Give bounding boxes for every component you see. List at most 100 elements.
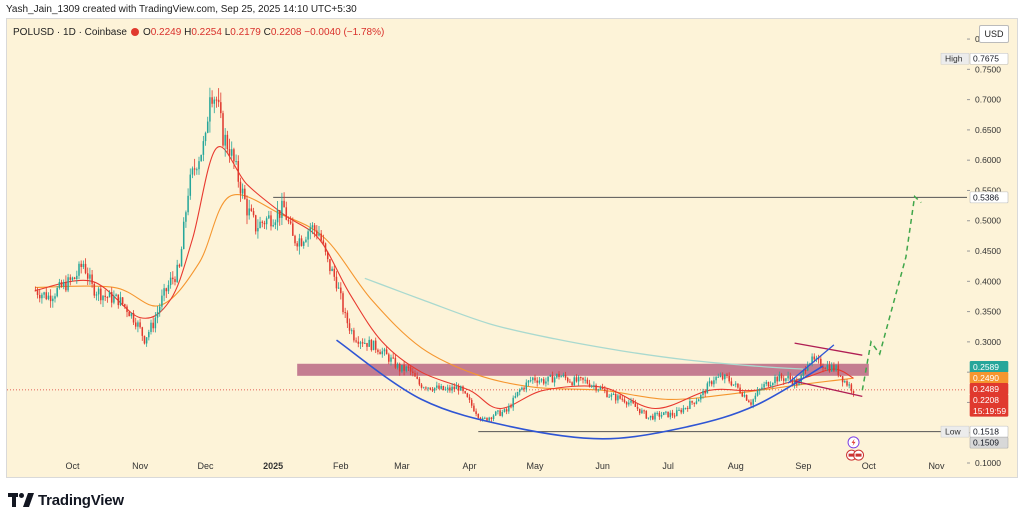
candle-body: [636, 406, 639, 409]
candle-body: [763, 384, 765, 388]
candle-body: [584, 379, 586, 381]
candle-body: [368, 339, 370, 347]
candle-body: [416, 376, 418, 379]
candle-body: [302, 242, 305, 246]
support-label: 0.1509: [973, 438, 999, 448]
candle-body: [95, 294, 98, 296]
candle-body: [686, 407, 689, 409]
currency-button[interactable]: USD: [979, 25, 1009, 43]
candle-body: [708, 381, 711, 384]
resistance-label-box: [969, 191, 1009, 204]
candle-body: [185, 212, 187, 222]
candle-body: [748, 400, 750, 403]
candle-body: [41, 294, 43, 299]
candle-body: [137, 322, 139, 327]
candle-body: [313, 225, 316, 231]
tradingview-logo-icon: [8, 493, 34, 507]
candle-body: [782, 378, 785, 381]
candle-body: [102, 295, 104, 301]
candle-body: [573, 377, 576, 386]
candle-body: [329, 259, 331, 272]
zone-top-label: 0.2589: [973, 362, 999, 372]
candle-body: [307, 231, 309, 240]
candle-body: [525, 382, 528, 390]
x-tick-label: 2025: [263, 461, 283, 471]
candle-body: [660, 415, 663, 417]
candle-body: [503, 409, 506, 413]
candle-body: [318, 233, 320, 236]
cup-curve: [336, 339, 824, 440]
candle-body: [558, 373, 560, 378]
candle-body: [381, 351, 384, 355]
candle-body: [348, 323, 351, 331]
candle-body: [383, 349, 386, 352]
y-tick-label: 0.3500: [975, 307, 1001, 317]
candle-body: [65, 281, 67, 291]
candle-body: [691, 401, 693, 403]
candle-body: [619, 395, 621, 399]
candle-body: [586, 379, 589, 384]
ema-fast-line: [35, 146, 854, 410]
candle-body: [610, 394, 613, 397]
candle-body: [340, 287, 342, 294]
candle-body: [353, 330, 355, 341]
tradingview-logo[interactable]: TradingView: [8, 489, 124, 511]
candle-body: [730, 381, 733, 386]
candle-body: [798, 381, 800, 386]
candle-body: [91, 274, 93, 284]
candle-body: [719, 375, 722, 377]
candle-body: [396, 364, 399, 368]
candle-body: [726, 374, 728, 376]
x-tick-label: Nov: [928, 461, 945, 471]
y-tick-label: 0.4000: [975, 276, 1001, 286]
x-tick-label: Apr: [463, 461, 477, 471]
candle-body: [265, 218, 268, 225]
candle-body: [429, 387, 432, 390]
candle-body: [169, 277, 172, 286]
candle-body: [158, 306, 161, 313]
candle-body: [776, 376, 778, 382]
candle-body: [625, 402, 628, 405]
candle-body: [595, 385, 597, 391]
candle-body: [206, 121, 209, 133]
candle-body: [222, 113, 224, 146]
candle-body: [49, 295, 52, 302]
chart-background: [7, 19, 1017, 477]
candle-body: [697, 399, 700, 402]
candle-body: [374, 340, 377, 350]
candle-body: [516, 391, 519, 397]
candle-body: [224, 134, 226, 146]
candle-body: [604, 389, 606, 391]
candle-body: [754, 395, 757, 400]
candle-body: [778, 374, 781, 382]
flag-glyph-2: [855, 453, 862, 457]
high-label: 0.7675: [973, 54, 999, 64]
candle-body: [270, 215, 272, 227]
candle-body: [628, 402, 630, 405]
candle-body: [486, 417, 488, 421]
candle-body: [571, 382, 573, 386]
candle-body: [276, 209, 279, 223]
candle-body: [665, 411, 667, 413]
candle-body: [119, 297, 122, 306]
candle-body: [215, 99, 218, 101]
y-tick-label: 0.5500: [975, 185, 1001, 195]
flag-bottom-line: [794, 380, 863, 398]
candle-body: [789, 375, 792, 380]
candle-body: [405, 366, 408, 371]
lightning-glyph: [851, 438, 856, 446]
candle-body: [645, 410, 648, 419]
candle-body: [780, 374, 783, 379]
candle-body: [721, 375, 724, 380]
chart-area[interactable]: 0.10000.15000.20000.25000.30000.35000.40…: [6, 18, 1018, 478]
candle-body: [78, 263, 80, 276]
candle-body: [372, 340, 375, 351]
y-tick-label: 0.5000: [975, 216, 1001, 226]
candle-body: [200, 154, 202, 162]
candle-body: [427, 387, 429, 389]
candle-body: [337, 287, 340, 289]
price-chart[interactable]: 0.10000.15000.20000.25000.30000.35000.40…: [7, 19, 1017, 477]
candle-body: [156, 312, 159, 318]
candle-body: [451, 386, 453, 391]
candle-body: [300, 238, 303, 246]
